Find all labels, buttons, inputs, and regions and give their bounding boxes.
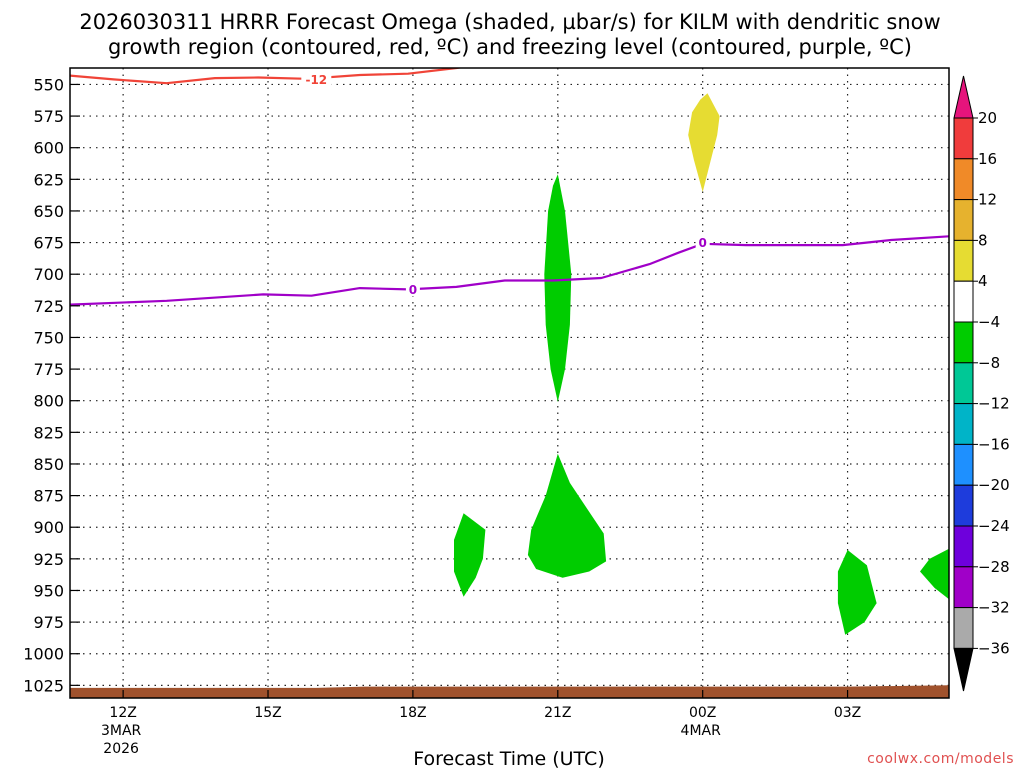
y-axis-ticks: 550 575 600 625 650 675 700 725 750 775 800 825 850 8… [23,75,80,695]
y-tick-label-5: 675 [33,234,64,253]
omega-region-3 [527,453,607,578]
colorbar-tick-label-3: 8 [978,231,988,249]
y-tick-label-4: 650 [33,202,64,221]
y-tick-label-18: 1000 [23,645,64,664]
surface-band [70,685,949,698]
y-tick-label-12: 850 [33,455,64,474]
omega-region-1 [544,174,572,402]
colorbar-segment-11 [953,566,974,609]
y-tick-label-3: 625 [33,170,64,189]
omega-shading-layer [454,93,949,635]
colorbar-tick-label-5: −4 [978,313,1000,331]
colorbar-tick-label-2: 12 [978,191,997,209]
x-axis-label: Forecast Time (UTC) [413,748,604,768]
y-tick-label-16: 950 [33,581,64,600]
x-tick-label-3: 21Z [544,705,571,721]
contour-line-1 [70,235,949,306]
x-tick-year-0: 2026 [103,741,139,757]
y-tick-label-15: 925 [33,550,64,569]
y-tick-label-11: 825 [33,423,64,442]
colorbar-tick-label-7: −12 [978,395,1010,413]
colorbar-segment-4 [953,280,974,323]
colorbar-tick-label-9: −20 [978,476,1010,494]
colorbar-segment-10 [953,525,974,568]
y-tick-label-8: 750 [33,328,64,347]
y-tick-label-17: 975 [33,613,64,632]
colorbar-tick-label-11: −28 [978,558,1010,576]
contour-label-bg-1-1 [695,235,710,250]
colorbar-tick-label-8: −16 [978,435,1010,453]
y-tick-label-9: 775 [33,360,64,379]
colorbar-segment-8 [953,443,974,486]
colorbar-top-arrow [953,75,974,119]
x-tick-date-4: 4MAR [681,723,722,739]
contour-label-0-0: -12 [305,73,327,87]
colorbar-segment-3 [953,239,974,282]
credit-text: coolwx.com/models [867,751,1014,767]
x-tick-label-0: 12Z [109,705,136,721]
colorbar-segment-1 [953,158,974,201]
y-tick-label-2: 600 [33,139,64,158]
y-tick-label-13: 875 [33,487,64,506]
contour-label-1-0: 0 [409,283,417,297]
omega-region-5 [920,548,949,600]
omega-region-2 [454,513,486,597]
x-tick-label-4: 00Z [689,705,716,721]
x-tick-label-1: 15Z [254,705,281,721]
surface-layer [70,685,949,698]
colorbar-segment-0 [953,117,974,160]
colorbar-tick-label-1: 16 [978,150,997,168]
contour-label-bg-0-0 [301,72,332,87]
y-tick-label-6: 700 [33,265,64,284]
colorbar-segment-12 [953,607,974,649]
colorbar-tick-label-13: −36 [978,639,1010,657]
y-tick-label-19: 1025 [23,676,64,695]
chart-title-line2: growth region (contoured, red, ºC) and f… [108,35,912,59]
colorbar-tick-label-10: −24 [978,517,1010,535]
colorbar-tick-label-12: −32 [978,599,1010,617]
contour-label-1-1: 0 [699,236,707,250]
contour-layer: -12 0 0 [70,68,949,306]
omega-region-4 [837,550,877,635]
chart-title-line1: 2026030311 HRRR Forecast Omega (shaded, … [79,10,940,34]
y-tick-label-0: 550 [33,75,64,94]
omega-region-0 [688,93,720,192]
y-tick-label-1: 575 [33,107,64,126]
colorbar-segment-7 [953,403,974,445]
colorbar-bottom-arrow [953,647,974,692]
y-tick-label-14: 900 [33,518,64,537]
x-tick-label-5: 03Z [834,705,861,721]
y-tick-label-10: 800 [33,392,64,411]
x-tick-date-0: 3MAR [101,723,142,739]
colorbar: 20 16 12 8 4 −4 −8 −12 −16 −20 −24 −28 −32 −36 [953,75,1010,692]
y-tick-label-7: 725 [33,297,64,316]
colorbar-tick-label-4: 4 [978,272,988,290]
x-axis-ticks: 12Z 3MAR 2026 15Z 18Z 21Z 00Z 4MAR 03Z [101,690,861,757]
colorbar-segment-6 [953,362,974,405]
grid-layer [70,68,949,698]
colorbar-tick-label-6: −8 [978,354,1000,372]
plot-frame [69,67,950,699]
colorbar-tick-label-0: 20 [978,109,997,127]
colorbar-segment-5 [953,321,974,364]
x-tick-label-2: 18Z [399,705,426,721]
contour-label-bg-1-0 [405,282,420,297]
colorbar-segment-2 [953,199,974,241]
colorbar-segment-9 [953,484,974,527]
